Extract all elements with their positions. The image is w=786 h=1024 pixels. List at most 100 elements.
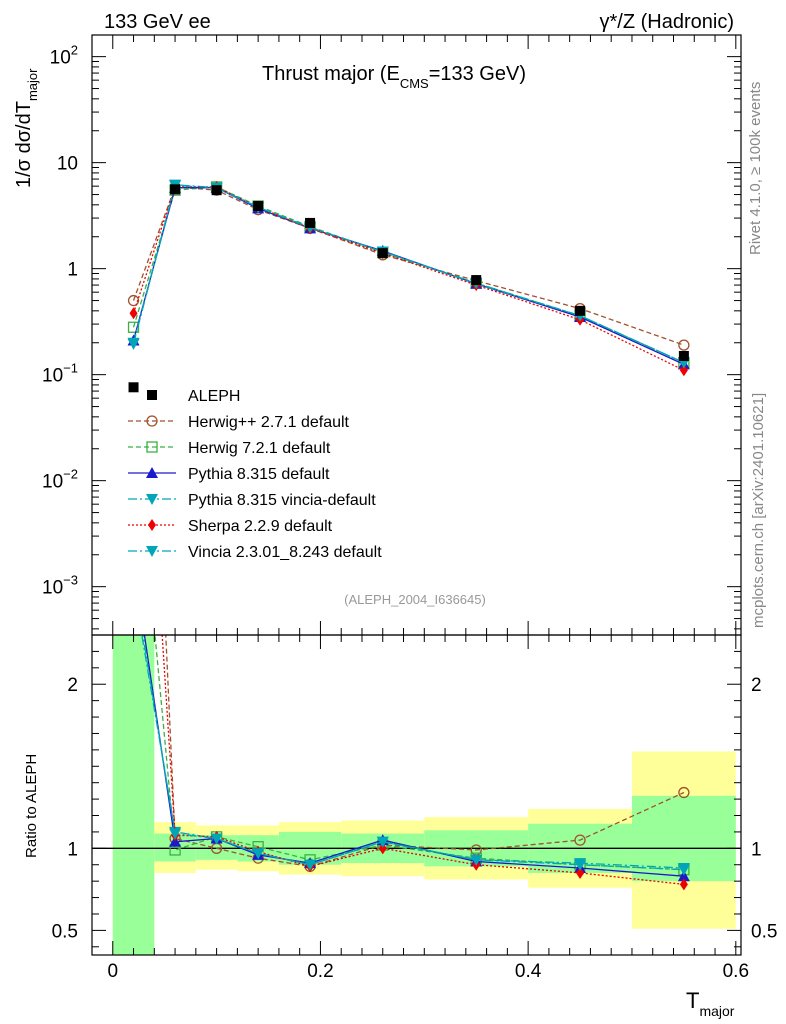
marker-square-filled: [253, 200, 264, 211]
ratio-tick-label-left: 2: [67, 675, 78, 696]
marker-diamond: [679, 878, 688, 891]
analysis-id: (ALEPH_2004_I636645): [344, 592, 486, 607]
plot-title: Thrust major (ECMS=133 GeV): [262, 63, 526, 91]
ratio-plot-frame: [91, 634, 742, 956]
marker-triangle-down: [304, 859, 317, 871]
x-axis-label-main: T: [686, 988, 699, 1013]
marker-circle: [678, 339, 690, 351]
marker-square-filled: [575, 305, 586, 316]
legend-label: Sherpa 2.2.9 default: [188, 518, 333, 535]
ratio-series-line-3: [141, 635, 684, 869]
axis-ticks: [92, 35, 741, 955]
y-tick-base: 1: [67, 260, 78, 281]
main-series-line-1: [132, 186, 685, 364]
marker-triangle-down: [210, 833, 223, 845]
marker-square-filled: [471, 275, 482, 286]
marker-triangle-down: [169, 828, 182, 840]
y-tick-label: 10−2: [42, 467, 78, 493]
marker-square: [146, 441, 158, 453]
legend-label: Pythia 8.315 default: [188, 466, 330, 483]
legend-label: Herwig++ 2.7.1 default: [188, 414, 350, 431]
main-curves: [127, 179, 690, 377]
y-tick-exponent: −1: [63, 361, 78, 376]
x-tick-label: 0.6: [723, 961, 749, 982]
band-stat-bin: [112, 635, 155, 955]
legend: ALEPH Herwig++ 2.7.1 default Herwig 7.2.1 …: [128, 388, 382, 561]
x-axis-label: Tmajor: [686, 988, 735, 1019]
rivet-version-label: Rivet 4.1.0, ≥ 100k events: [747, 82, 764, 255]
plot-title-sub: CMS: [400, 76, 429, 91]
y-tick-base: 10: [57, 154, 78, 175]
ratio-curves: [141, 635, 690, 891]
marker-square-filled: [377, 248, 388, 259]
y-tick-label: 10−3: [42, 573, 78, 599]
y-tick-exponent: −3: [63, 573, 78, 588]
ratio-series-line-4: [161, 635, 684, 886]
legend-label: Vincia 2.3.01_8.243 default: [188, 544, 382, 561]
ratio-series-line-0: [165, 635, 685, 868]
ratio-tick-label-left: 0.5: [52, 921, 78, 942]
process-label: γ*/Z (Hadronic): [600, 11, 734, 33]
main-series-line-2: [132, 187, 685, 365]
marker-square-filled: [128, 382, 139, 393]
marker-diamond: [378, 842, 387, 855]
marker-diamond: [679, 364, 688, 377]
marker-triangle-up: [169, 835, 182, 847]
y-tick-exponent: 2: [71, 43, 78, 58]
main-series-line-4: [132, 186, 685, 371]
aleph-data-points: [128, 184, 689, 393]
marker-triangle-down: [574, 859, 587, 871]
marker-square-filled: [678, 350, 689, 361]
ratio-tick-label-right: 0.5: [751, 921, 777, 942]
marker-triangle-down: [376, 836, 389, 848]
y-axis-label: 1/σ dσ/dTmajor: [13, 68, 40, 188]
main-series-line-3: [132, 184, 685, 364]
marker-diamond: [576, 866, 585, 879]
y-tick-label: 1: [67, 260, 78, 281]
plot-title-main: Thrust major (E: [262, 63, 400, 85]
marker-triangle-down: [146, 494, 158, 505]
marker-circle: [678, 786, 690, 799]
x-tick-label: 0.4: [515, 961, 542, 982]
ratio-tick-label-right: 2: [751, 675, 762, 696]
y-axis-label-main: 1/σ dσ/dT: [13, 101, 35, 188]
ratio-tick-label-left: 1: [67, 839, 78, 860]
legend-label: Pythia 8.315 vincia-default: [188, 492, 376, 509]
energy-label: 133 GeV ee: [104, 11, 211, 33]
y-tick-base: 10: [42, 578, 63, 599]
marker-diamond: [148, 519, 156, 531]
marker-circle: [574, 834, 586, 846]
marker-square-filled: [305, 217, 316, 228]
marker-triangle-down: [252, 848, 265, 860]
legend-label: ALEPH: [188, 388, 240, 405]
marker-triangle-down: [470, 854, 483, 866]
ratio-tick-label-right: 1: [751, 839, 762, 860]
main-series-line-0: [132, 186, 685, 346]
marker-square-filled: [211, 185, 222, 196]
y-tick-base: 10: [42, 472, 63, 493]
x-tick-label: 0: [107, 961, 118, 982]
marker-triangle-down: [127, 337, 140, 349]
y-tick-base: 10: [50, 48, 71, 69]
plot-title-end: =133 GeV): [429, 63, 526, 85]
marker-triangle-up: [146, 467, 158, 478]
marker-triangle-up: [677, 870, 690, 882]
y-tick-label: 10−1: [42, 361, 78, 387]
y-tick-label: 102: [50, 43, 78, 69]
x-tick-label: 0.2: [307, 961, 333, 982]
y-tick-label: 10: [57, 154, 78, 175]
marker-triangle-down: [677, 864, 690, 876]
marker-circle: [146, 415, 158, 427]
marker-square-filled: [170, 184, 181, 195]
marker-circle: [127, 294, 140, 307]
marker-triangle-down: [146, 546, 158, 557]
mcplots-label: mcplots.cern.ch [arXiv:2401.10621]: [750, 393, 767, 628]
y-tick-base: 10: [42, 366, 63, 387]
marker-diamond: [129, 307, 138, 320]
ratio-y-axis-label: Ratio to ALEPH: [23, 754, 40, 858]
ratio-uncertainty-bands: [112, 635, 736, 955]
legend-label: Herwig 7.2.1 default: [188, 440, 331, 457]
marker-square: [127, 321, 140, 333]
